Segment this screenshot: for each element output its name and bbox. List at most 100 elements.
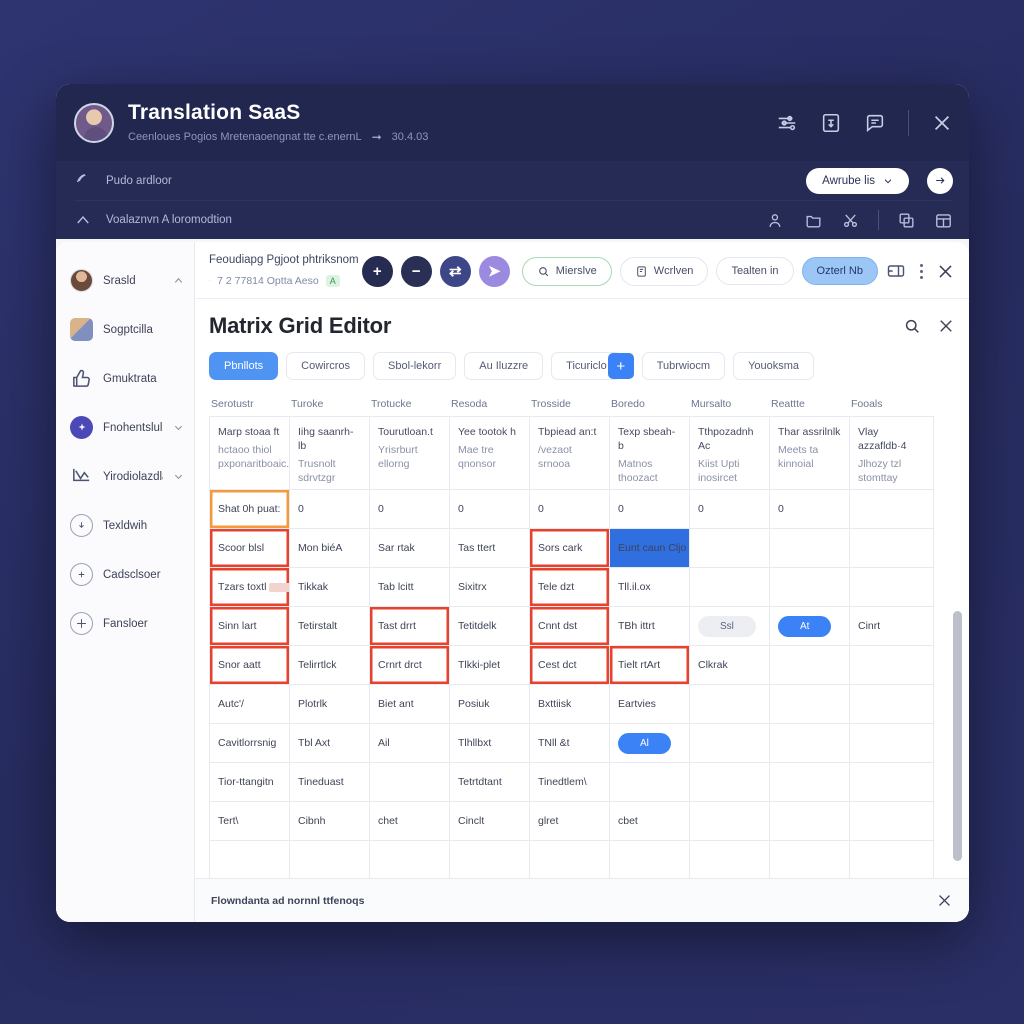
chat-bubble-icon[interactable] [864, 112, 886, 134]
grid-cell[interactable]: Tele dzt [529, 567, 610, 607]
grid-cell[interactable]: Posiuk [449, 684, 530, 724]
grid-cell[interactable] [689, 762, 770, 802]
grid-cell[interactable]: Tinedtlem\ [529, 762, 610, 802]
grid-cell[interactable] [849, 762, 934, 802]
grid-cell[interactable]: Tineduast [289, 762, 370, 802]
grid-cell[interactable]: Tab lcitt [369, 567, 450, 607]
grid-cell[interactable]: Eartvies [609, 684, 690, 724]
export-icon[interactable] [820, 112, 842, 134]
grid-cell[interactable] [689, 840, 770, 880]
tab-youoksma[interactable]: Youoksma [733, 352, 815, 380]
calendar-icon[interactable] [934, 211, 953, 230]
grid-cell[interactable]: Plotrlk [289, 684, 370, 724]
grid-cell[interactable]: Tbl Axt [289, 723, 370, 763]
grid-cell[interactable]: Eunt caun Cljo ircr [609, 528, 690, 568]
tab-cowircros[interactable]: Cowircros [286, 352, 366, 380]
grid-cell[interactable] [369, 840, 450, 880]
grid-cell[interactable]: Tlhllbxt [449, 723, 530, 763]
sidebar-item-texldwih[interactable]: Texldwih [56, 501, 194, 550]
user-add-icon[interactable] [767, 211, 786, 230]
grid-cell[interactable]: Tast drrt [369, 606, 450, 646]
grid-cell[interactable]: Cavitlorrsnig [209, 723, 290, 763]
grid-cell[interactable]: glret [529, 801, 610, 841]
grid-cell[interactable]: 0 [529, 489, 610, 529]
sidebar-item-gmuktrata[interactable]: Gmuktrata [56, 354, 194, 403]
sidebar-item-yirodiolazdlan[interactable]: Yirodiolazdlan [56, 452, 194, 501]
grid-cell[interactable]: Tielt rtArt [609, 645, 690, 685]
open-chip[interactable]: Ozterl Nb [801, 257, 878, 285]
grid-cell[interactable]: Tert\ [209, 801, 290, 841]
grid-cell[interactable] [849, 528, 934, 568]
grid-cell[interactable] [449, 840, 530, 880]
sidebar-item-cadsclsoer[interactable]: Cadsclsoer [56, 550, 194, 599]
grid-cell[interactable]: Cinrt [849, 606, 934, 646]
grid-cell[interactable] [849, 801, 934, 841]
grid-cell[interactable]: Al [609, 723, 690, 763]
grid-cell[interactable]: Tlkki-plet [449, 645, 530, 685]
grid-cell[interactable] [689, 723, 770, 763]
search-icon[interactable] [903, 317, 921, 335]
grid-cell[interactable]: Snor aatt [209, 645, 290, 685]
grid-cell[interactable] [849, 489, 934, 529]
grid-cell[interactable]: Clkrak [689, 645, 770, 685]
grid-header-cell[interactable]: Thar assrilnlk Meets ta kinnoial [769, 416, 850, 490]
close-icon[interactable] [936, 892, 953, 909]
grid-header-cell[interactable]: Tourutloan.t Yrisrburt ellorng [369, 416, 450, 490]
grid-cell[interactable] [849, 840, 934, 880]
grid-cell[interactable] [529, 840, 610, 880]
run-button[interactable]: ➤ [478, 255, 510, 287]
grid-cell[interactable]: Tior-ttangitn [209, 762, 290, 802]
grid-cell[interactable] [609, 762, 690, 802]
breadcrumb[interactable]: Feoudiapg Pgjoot phtriksnom [209, 254, 359, 266]
grid-cell[interactable] [769, 723, 850, 763]
grid-cell[interactable]: Sixitrx [449, 567, 530, 607]
scissors-icon[interactable] [841, 211, 860, 230]
grid-cell[interactable]: cbet [609, 801, 690, 841]
sliders-icon[interactable] [776, 112, 798, 134]
grid-cell[interactable]: TBh ittrt [609, 606, 690, 646]
subrow-phone[interactable]: Pudo ardloor Awrube lis [74, 161, 953, 200]
status-badge[interactable]: At [778, 615, 832, 637]
grid-cell[interactable] [769, 762, 850, 802]
subrow-automation[interactable]: Voalaznvn A loromodtion [74, 200, 953, 239]
grid-cell[interactable]: Shat 0h puat: [209, 489, 290, 529]
grid-cell[interactable]: 0 [449, 489, 530, 529]
grid-header-cell[interactable]: Marp stoaa ft hctaoo thiol pxponaritboaic… [209, 416, 290, 490]
grid-cell[interactable]: At [769, 606, 850, 646]
grid-cell[interactable]: Ail [369, 723, 450, 763]
grid-cell[interactable]: Cest dct [529, 645, 610, 685]
more-vertical-icon[interactable] [914, 263, 928, 279]
grid-cell[interactable] [769, 528, 850, 568]
grid-cell[interactable]: Cinclt [449, 801, 530, 841]
grid-scrollbar-thumb[interactable] [953, 611, 962, 861]
tab-tubrwiocm[interactable]: Tubrwiocm [641, 352, 726, 380]
add-row-button[interactable]: + [361, 255, 393, 287]
grid-cell[interactable]: Tas ttert [449, 528, 530, 568]
grid-header-cell[interactable]: Tthpozadnh Ac Kiist Upti inosircet [689, 416, 770, 490]
grid-header-cell[interactable]: Yee tootok h Mae tre qnonsor [449, 416, 530, 490]
grid-cell[interactable] [609, 840, 690, 880]
grid-cell[interactable]: Tzars toxtl [209, 567, 290, 607]
grid-cell[interactable]: Tll.il.ox [609, 567, 690, 607]
status-badge[interactable]: Al [618, 732, 671, 754]
search-chip[interactable]: Mierslve [521, 256, 612, 286]
grid-cell[interactable]: Sar rtak [369, 528, 450, 568]
tab-au-iluzzre[interactable]: Au Iluzzre [464, 352, 544, 380]
grid-header-cell[interactable]: Vlay azzafldb·4 Jlhozy tzl stomttay [849, 416, 934, 490]
grid-cell[interactable] [689, 801, 770, 841]
grid-cell[interactable] [689, 684, 770, 724]
grid-cell[interactable]: Biet ant [369, 684, 450, 724]
grid-cell[interactable] [289, 840, 370, 880]
sidebar-item-srasld[interactable]: Srasld [56, 256, 194, 305]
close-icon[interactable] [931, 112, 953, 134]
close-icon[interactable] [937, 317, 955, 335]
tab-sbol-lekorr[interactable]: Sbol-lekorr [373, 352, 457, 380]
grid-cell[interactable] [849, 684, 934, 724]
grid-cell[interactable] [769, 567, 850, 607]
sidebar-item-fansloer[interactable]: Fansloer [56, 599, 194, 648]
grid-cell[interactable]: Cnnt dst [529, 606, 610, 646]
grid-cell[interactable]: Ssl [689, 606, 770, 646]
grid-table-wrapper[interactable]: Marp stoaa ft hctaoo thiol pxponaritboaic… [209, 416, 955, 880]
sidebar-item-sogptcilla[interactable]: Sogptcilla [56, 305, 194, 354]
grid-cell[interactable] [769, 801, 850, 841]
